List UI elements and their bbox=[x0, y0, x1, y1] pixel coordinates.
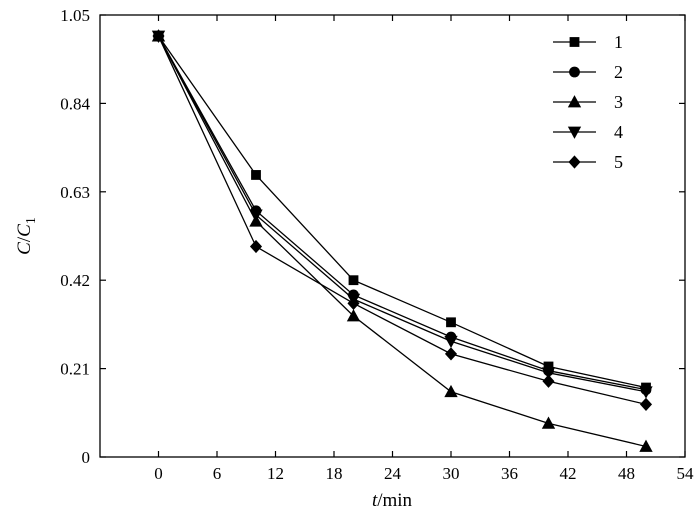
series-5-point bbox=[542, 374, 555, 388]
y-tick-label: 0.21 bbox=[60, 360, 90, 379]
legend-label: 5 bbox=[614, 152, 623, 172]
x-tick-label: 54 bbox=[677, 464, 695, 483]
x-tick-label: 48 bbox=[618, 464, 635, 483]
series-3-point bbox=[444, 384, 458, 398]
series-4-point bbox=[249, 209, 263, 222]
y-axis-title-c: C bbox=[14, 242, 35, 255]
series-5-point bbox=[249, 239, 263, 254]
series-4-point bbox=[639, 386, 653, 399]
series-3-point bbox=[346, 309, 361, 322]
x-axis-title: t/min bbox=[372, 490, 413, 511]
legend-item: 5 bbox=[553, 152, 623, 172]
legend-item: 2 bbox=[553, 62, 623, 82]
x-tick-label: 18 bbox=[326, 464, 343, 483]
legend-label: 2 bbox=[614, 62, 623, 82]
x-tick-label: 30 bbox=[443, 464, 460, 483]
x-tick-label: 24 bbox=[384, 464, 402, 483]
y-tick-label: 1.05 bbox=[60, 6, 90, 25]
legend-item: 3 bbox=[553, 92, 623, 112]
legend-label: 3 bbox=[614, 92, 623, 112]
x-tick-label: 42 bbox=[560, 464, 577, 483]
series-3-point bbox=[639, 439, 653, 452]
series-3-line bbox=[157, 35, 647, 448]
legend-marker bbox=[569, 66, 580, 78]
series-5-point bbox=[639, 397, 653, 411]
x-axis-title-unit: /min bbox=[377, 490, 412, 511]
legend-item: 1 bbox=[553, 32, 623, 52]
y-axis-title-sub: 1 bbox=[24, 217, 39, 224]
series-1-point bbox=[251, 170, 261, 180]
series-2-line bbox=[157, 35, 647, 391]
legend-label: 1 bbox=[614, 32, 623, 52]
y-tick-label: 0 bbox=[82, 448, 91, 467]
series-1-point bbox=[446, 317, 456, 328]
legend-label: 4 bbox=[614, 122, 623, 142]
y-tick-label: 0.84 bbox=[60, 94, 90, 113]
x-tick-label: 6 bbox=[213, 464, 222, 483]
x-tick-label: 12 bbox=[267, 464, 284, 483]
series-1-line bbox=[157, 35, 647, 389]
series-4-point bbox=[541, 367, 556, 380]
series-4-line bbox=[157, 35, 647, 393]
legend-marker bbox=[569, 37, 580, 47]
y-tick-label: 0.42 bbox=[60, 271, 90, 290]
legend: 1 2 3 4 5 bbox=[553, 32, 623, 172]
legend-marker bbox=[567, 126, 582, 139]
x-axis-title-var: t bbox=[372, 490, 378, 511]
series-5-point bbox=[347, 296, 360, 310]
y-tick-label: 0.63 bbox=[60, 183, 90, 202]
y-axis-title-slash: / bbox=[14, 236, 35, 242]
series-5-point bbox=[444, 347, 458, 361]
series-5-line bbox=[157, 35, 647, 406]
series-lines bbox=[157, 35, 647, 448]
y-axis-title: C/C1 bbox=[14, 217, 39, 255]
series-4-point bbox=[444, 335, 458, 349]
series-3-point bbox=[541, 416, 556, 429]
x-tick-label: 36 bbox=[501, 464, 518, 483]
series-markers bbox=[151, 29, 653, 452]
series-5-point bbox=[152, 29, 165, 43]
y-axis-title-c1: C bbox=[14, 224, 35, 237]
legend-marker bbox=[568, 155, 581, 169]
x-tick-label: 0 bbox=[154, 464, 163, 483]
series-1-point bbox=[348, 275, 359, 286]
plot-frame bbox=[99, 14, 686, 458]
legend-marker bbox=[567, 95, 582, 108]
legend-item: 4 bbox=[553, 122, 623, 142]
